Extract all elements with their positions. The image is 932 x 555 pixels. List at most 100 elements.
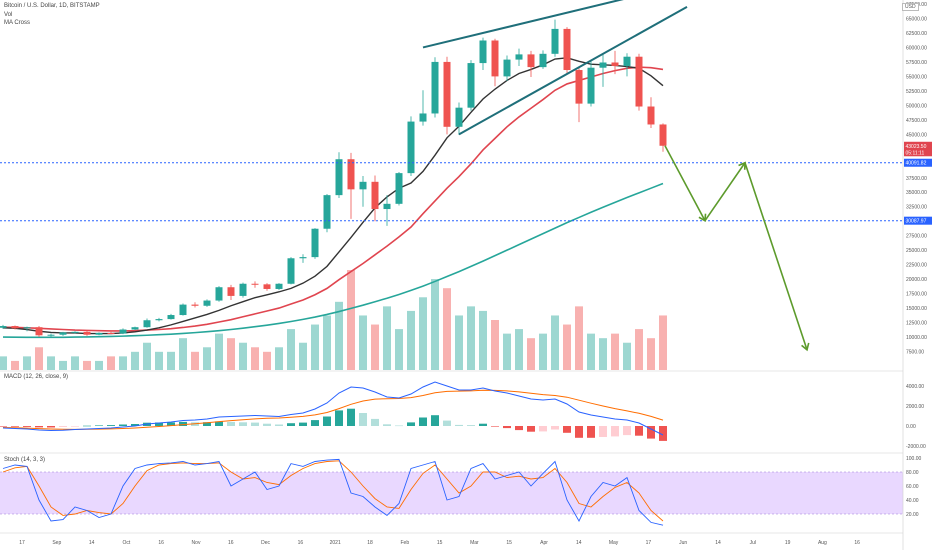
macd-histogram-bar <box>263 423 271 426</box>
price-tag-bg <box>904 141 932 150</box>
candle-body <box>0 326 7 328</box>
ma-medium-line <box>2 66 664 332</box>
time-tick-label: Jul <box>750 540 756 546</box>
volume-bar <box>635 329 643 370</box>
currency-badge[interactable]: USD <box>902 3 919 11</box>
volume-bar <box>299 342 307 370</box>
candle-body <box>479 40 487 64</box>
volume-legend: Vol <box>4 12 13 18</box>
volume-bar <box>467 306 475 370</box>
time-tick-label: 18 <box>367 540 373 546</box>
candle-body <box>191 304 199 306</box>
macd-histogram-bar <box>131 424 139 426</box>
projection-arrowhead <box>801 342 810 352</box>
volume-bar <box>275 347 283 370</box>
time-tick-label: 16 <box>854 540 860 546</box>
price-pane <box>0 0 903 370</box>
price-tick-label: 52500.00 <box>906 89 927 95</box>
price-tag-bg <box>904 148 932 157</box>
macd-signal-line <box>2 389 664 430</box>
volume-bar <box>611 333 619 370</box>
candle-body <box>443 61 451 127</box>
price-tick-label: 27500.00 <box>906 234 927 240</box>
volume-bar <box>443 288 451 370</box>
time-tick-label: 16 <box>298 540 304 546</box>
macd-histogram-bar <box>335 410 343 426</box>
projection-arrow <box>744 162 808 351</box>
candle-body <box>563 28 571 71</box>
candle-body <box>323 195 331 229</box>
volume-bar <box>239 342 247 370</box>
macd-histogram-bar <box>275 424 283 426</box>
volume-bar <box>47 356 55 370</box>
candle-body <box>215 287 223 301</box>
candle-body <box>611 62 619 66</box>
macd-histogram-bar <box>35 426 43 428</box>
price-tick-label: 37500.00 <box>906 176 927 182</box>
macd-histogram-bar <box>419 417 427 426</box>
candle-body <box>647 106 655 125</box>
projection-arrow <box>664 145 706 222</box>
volume-bar <box>515 329 523 370</box>
candle-body <box>503 59 511 77</box>
macd-histogram-bar <box>563 426 571 433</box>
stoch-tick-label: 60.00 <box>906 484 919 490</box>
candle-body <box>515 54 523 60</box>
candle-body <box>311 228 319 258</box>
symbol-title: Bitcoin / U.S. Dollar, 1D, BITSTAMP <box>4 3 100 9</box>
volume-bar <box>539 333 547 370</box>
candle-body <box>623 56 631 66</box>
macd-histogram-bar <box>587 426 595 438</box>
volume-bar <box>71 356 79 370</box>
volume-bar <box>431 279 439 370</box>
price-tick-label: 55000.00 <box>906 74 927 80</box>
macd-tick-label: 2000.00 <box>906 404 924 410</box>
macd-histogram-bar <box>215 421 223 426</box>
macd-histogram-bar <box>599 426 607 437</box>
stoch-legend: Stoch (14, 3, 3) <box>4 457 46 463</box>
price-tick-label: 47500.00 <box>906 118 927 124</box>
macd-histogram-bar <box>443 420 451 426</box>
macd-histogram-bar <box>515 426 523 431</box>
candle-body <box>23 327 31 329</box>
macd-histogram-bar <box>323 416 331 426</box>
time-tick-label: 17 <box>646 540 652 546</box>
candle-body <box>119 329 127 334</box>
macd-pane <box>0 381 667 441</box>
macd-tick-label: 4000.00 <box>906 384 924 390</box>
price-tick-label: 57500.00 <box>906 60 927 66</box>
candle-body <box>551 28 559 54</box>
volume-bar <box>551 315 559 370</box>
macd-histogram-bar <box>623 426 631 436</box>
candle-body <box>143 320 151 328</box>
macd-histogram-bar <box>95 425 103 426</box>
candle-body <box>71 331 79 333</box>
macd-histogram-bar <box>371 418 379 426</box>
candle-body <box>275 283 283 289</box>
macd-histogram-bar <box>119 424 127 426</box>
macd-histogram-bar <box>203 422 211 426</box>
stoch-tick-label: 20.00 <box>906 512 919 518</box>
price-tick-label: 65000.00 <box>906 16 927 22</box>
price-tick-label: 32500.00 <box>906 205 927 211</box>
time-tick-label: Feb <box>400 540 409 546</box>
macd-histogram-bar <box>611 426 619 437</box>
volume-bar <box>131 351 139 370</box>
candle-body <box>371 181 379 210</box>
price-tick-label: 25000.00 <box>906 248 927 254</box>
volume-bar <box>527 338 535 370</box>
trend-line <box>458 6 688 136</box>
volume-bar <box>119 356 127 370</box>
projection-arrow <box>704 162 746 222</box>
volume-bar <box>587 333 595 370</box>
volume-bar <box>203 347 211 370</box>
volume-bar <box>35 347 43 370</box>
candle-body <box>167 315 175 320</box>
candle-body <box>251 283 259 285</box>
grid-layer <box>0 370 932 534</box>
volume-bar <box>107 356 115 370</box>
macd-histogram-bar <box>359 413 367 426</box>
macd-histogram-bar <box>71 426 79 427</box>
volume-bar <box>155 351 163 370</box>
